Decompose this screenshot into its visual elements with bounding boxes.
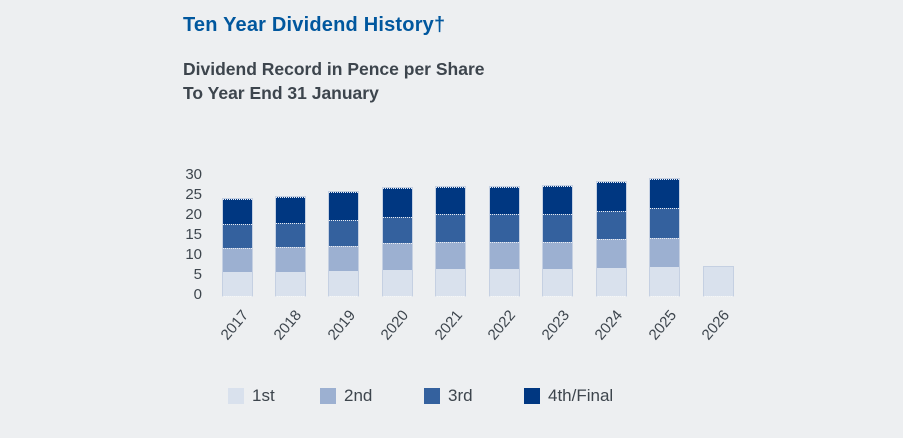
bar-segment-2nd (489, 241, 519, 269)
legend-item-3rd: 3rd (424, 387, 473, 404)
x-axis-tick-label: 2017 (217, 307, 253, 344)
bar-2021 (435, 186, 467, 297)
bar-segment-4th-final (489, 186, 519, 215)
legend-item-2nd: 2nd (320, 387, 372, 404)
legend-label: 2nd (344, 386, 373, 405)
bar-2020 (381, 186, 413, 297)
bar-segment-3rd (382, 216, 412, 244)
bar-segment-3rd (222, 223, 252, 248)
bar-2023 (542, 184, 574, 297)
bar-segment-1st (275, 271, 305, 296)
x-axis-tick-label: 2021 (431, 307, 466, 344)
bar-segment-1st (596, 267, 626, 296)
bar-segment-3rd (596, 210, 626, 240)
bar-segment-4th-final (436, 187, 466, 215)
bar-segment-4th-final (329, 192, 359, 221)
legend-item-4th-final: 4th/Final (524, 387, 613, 404)
bar-segment-2nd (275, 247, 305, 272)
bar-segment-2nd (222, 247, 252, 272)
bar-segment-2nd (436, 241, 466, 269)
chart-legend: 1st 2nd 3rd 4th/Final (0, 387, 903, 411)
bar-segment-1st (382, 269, 412, 296)
bar-segment-2nd (596, 239, 626, 268)
x-axis-tick-label: 2020 (377, 307, 413, 344)
y-axis-tick-label: 20 (185, 206, 202, 223)
bar-segment-1st (222, 271, 252, 296)
bar-segment-4th-final (650, 179, 680, 209)
y-axis-tick-label: 30 (185, 166, 202, 183)
x-axis-tick-label: 2024 (591, 307, 627, 344)
bar-segment-3rd (436, 214, 466, 242)
bar-2019 (328, 191, 360, 297)
chart-subtitle-line2: To Year End 31 January (183, 83, 379, 103)
bar-2026 (702, 265, 734, 297)
bar-segment-3rd (329, 220, 359, 246)
bar-2024 (595, 181, 627, 297)
legend-label: 4th/Final (548, 386, 614, 405)
y-axis-tick-label: 5 (193, 266, 202, 283)
bar-segment-4th-final (543, 185, 573, 215)
bar-segment-1st (489, 268, 519, 296)
legend-label: 1st (252, 386, 275, 405)
x-axis-tick-label: 2022 (484, 307, 520, 344)
legend-item-1st: 1st (228, 387, 275, 404)
x-axis-tick-label: 2023 (538, 307, 573, 344)
x-axis-tick-label: 2019 (324, 307, 359, 344)
bar-segment-1st (436, 268, 466, 296)
bar-segment-3rd (543, 214, 573, 242)
bar-segment-4th-final (222, 199, 252, 224)
bar-segment-1st (703, 266, 733, 296)
bar-segment-2nd (329, 245, 359, 271)
y-axis-tick-label: 0 (193, 286, 202, 303)
x-axis-tick-label: 2025 (645, 307, 680, 344)
bar-segment-2nd (650, 237, 680, 267)
bar-segment-2nd (543, 241, 573, 269)
bar-segment-1st (650, 266, 680, 296)
bar-segment-3rd (650, 208, 680, 238)
bar-2018 (274, 195, 306, 297)
bar-segment-4th-final (382, 187, 412, 217)
chart-subtitle: Dividend Record in Pence per Share To Ye… (183, 57, 484, 105)
x-axis-tick-label: 2026 (698, 307, 734, 344)
bar-segment-1st (329, 270, 359, 296)
bar-segment-4th-final (596, 182, 626, 211)
y-axis-tick-label: 10 (185, 246, 202, 263)
bar-2022 (488, 185, 520, 297)
bar-segment-3rd (489, 214, 519, 242)
bar-2017 (221, 198, 253, 297)
chart-subtitle-line1: Dividend Record in Pence per Share (183, 59, 485, 79)
legend-swatch-icon (424, 387, 440, 404)
bar-segment-4th-final (275, 196, 305, 223)
x-axis-tick-label: 2018 (270, 307, 306, 344)
y-axis-tick-label: 25 (185, 186, 202, 203)
legend-swatch-icon (524, 387, 540, 404)
bar-segment-1st (543, 268, 573, 296)
y-axis-tick-label: 15 (185, 226, 202, 243)
legend-label: 3rd (448, 386, 473, 405)
chart-title: Ten Year Dividend History† (183, 14, 446, 36)
bar-segment-3rd (275, 222, 305, 248)
legend-swatch-icon (228, 387, 244, 404)
bar-2025 (649, 178, 681, 297)
bar-segment-2nd (382, 243, 412, 270)
legend-swatch-icon (320, 387, 336, 404)
